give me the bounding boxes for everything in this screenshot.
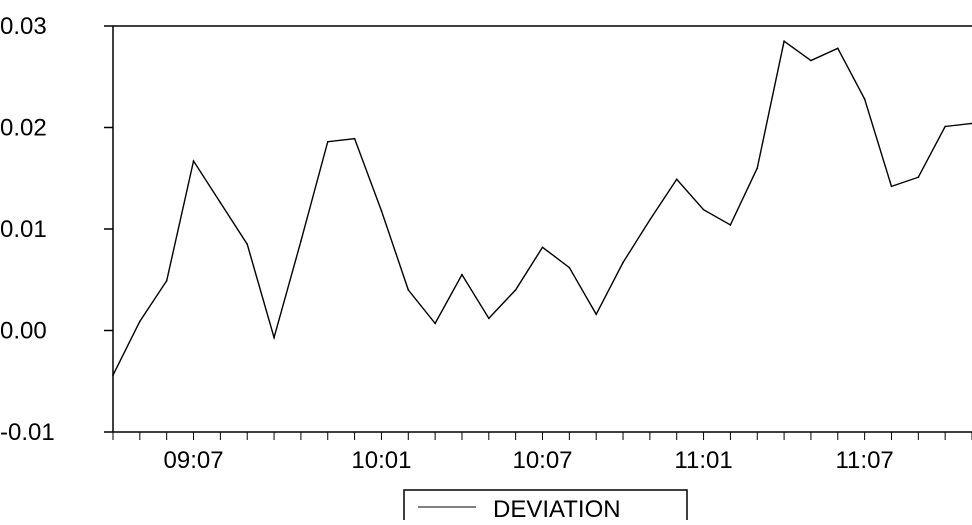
data-point (165, 279, 168, 282)
data-point (112, 374, 114, 376)
y-tick-label: 0.03 (0, 13, 47, 40)
data-point (300, 240, 302, 242)
x-axis: 09:07 10:01 10:07 11:01 11:07 (112, 431, 972, 474)
data-point (810, 59, 812, 62)
data-point (944, 125, 946, 128)
data-point (595, 313, 597, 316)
data-point (917, 176, 920, 179)
data-point (273, 336, 275, 339)
legend: DEVIATION (403, 489, 688, 525)
data-point (461, 273, 463, 276)
data-point (192, 160, 195, 162)
x-tick-label: 10:07 (512, 447, 572, 474)
y-tick-label: 0.00 (0, 318, 47, 345)
data-point (514, 289, 517, 291)
y-tick-label: -0.01 (0, 419, 55, 446)
data-point (702, 208, 705, 211)
data-point (675, 178, 678, 181)
y-tick-label: 0.01 (0, 216, 47, 243)
data-point (568, 266, 571, 269)
x-tick-label: 11:01 (674, 447, 732, 474)
data-point (649, 219, 651, 221)
data-point (139, 320, 141, 323)
legend-label-deviation: DEVIATION (493, 496, 621, 520)
data-point (783, 40, 785, 43)
data-point (622, 261, 624, 264)
data-point (890, 185, 893, 188)
data-point (488, 317, 490, 320)
x-tick-label: 11:07 (835, 447, 893, 474)
x-tick-label: 10:01 (351, 447, 411, 474)
data-point (434, 322, 436, 325)
data-point (380, 209, 383, 212)
data-point (863, 98, 866, 100)
data-point (326, 140, 329, 143)
data-point (541, 246, 544, 249)
y-axis: -0.01 0.00 0.01 0.02 0.03 (0, 13, 972, 446)
series-line-deviation (112, 40, 972, 376)
y-tick-label: 0.02 (0, 115, 47, 142)
data-point (836, 47, 839, 50)
series-layer (112, 40, 972, 376)
x-tick-label: 09:07 (164, 447, 224, 474)
data-point (729, 224, 732, 226)
data-point (756, 167, 759, 169)
data-point (219, 201, 222, 204)
data-point (246, 243, 249, 246)
data-point (353, 137, 356, 140)
data-point (407, 289, 410, 291)
